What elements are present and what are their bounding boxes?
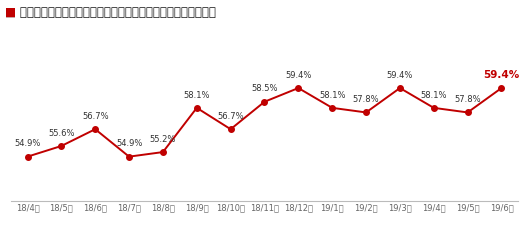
Text: 55.6%: 55.6% — [48, 129, 75, 138]
Text: 59.4%: 59.4% — [484, 70, 519, 80]
Text: 59.4%: 59.4% — [285, 71, 312, 80]
Text: ■ 楽天市場流通総額における楽天カード決済比率は継続的に拡大: ■ 楽天市場流通総額における楽天カード決済比率は継続的に拡大 — [5, 6, 216, 19]
Text: 58.1%: 58.1% — [421, 91, 447, 99]
Text: 54.9%: 54.9% — [14, 139, 41, 148]
Text: 56.7%: 56.7% — [82, 112, 108, 121]
Text: 54.9%: 54.9% — [116, 139, 142, 148]
Text: 58.5%: 58.5% — [251, 84, 278, 93]
Text: 58.1%: 58.1% — [184, 91, 210, 99]
Text: 59.4%: 59.4% — [387, 71, 413, 80]
Text: 57.8%: 57.8% — [454, 95, 481, 104]
Text: 57.8%: 57.8% — [353, 95, 379, 104]
Text: 58.1%: 58.1% — [319, 91, 345, 99]
Text: 55.2%: 55.2% — [150, 135, 176, 144]
Text: 56.7%: 56.7% — [217, 112, 244, 121]
Text: ■: ■ — [5, 6, 16, 19]
